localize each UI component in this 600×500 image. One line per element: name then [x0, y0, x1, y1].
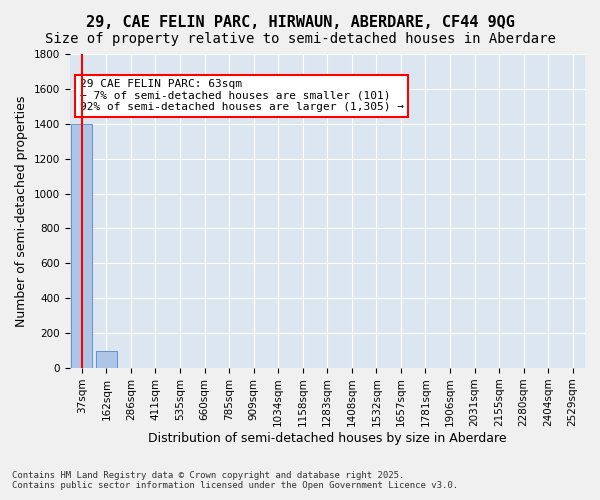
X-axis label: Distribution of semi-detached houses by size in Aberdare: Distribution of semi-detached houses by …	[148, 432, 506, 445]
Text: Contains HM Land Registry data © Crown copyright and database right 2025.
Contai: Contains HM Land Registry data © Crown c…	[12, 470, 458, 490]
Text: 29, CAE FELIN PARC, HIRWAUN, ABERDARE, CF44 9QG: 29, CAE FELIN PARC, HIRWAUN, ABERDARE, C…	[86, 15, 514, 30]
Bar	[71, 124, 92, 368]
Bar	[96, 350, 117, 368]
Text: Size of property relative to semi-detached houses in Aberdare: Size of property relative to semi-detach…	[44, 32, 556, 46]
Text: 29 CAE FELIN PARC: 63sqm
← 7% of semi-detached houses are smaller (101)
92% of s: 29 CAE FELIN PARC: 63sqm ← 7% of semi-de…	[80, 79, 404, 112]
Y-axis label: Number of semi-detached properties: Number of semi-detached properties	[15, 96, 28, 326]
